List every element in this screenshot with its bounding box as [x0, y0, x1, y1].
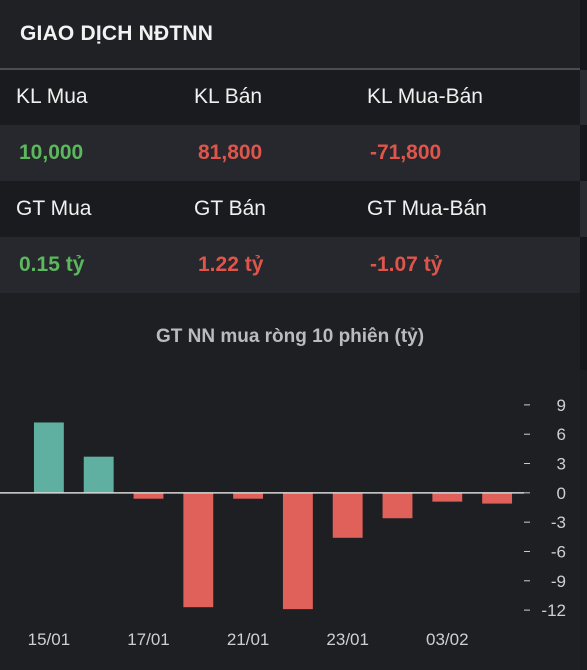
- net-buy-bar-chart: 9 6 3 0 -3 -6 -9 -12 15/01 17/01 21/01 23/01 03/02: [0, 396, 566, 649]
- bar-4: [183, 492, 214, 608]
- value-sell-label: GT Bán: [194, 197, 266, 220]
- y-tick-label: -12: [541, 601, 566, 620]
- panel-title: GIAO DỊCH NĐTNN: [20, 22, 214, 45]
- volume-values-row: 10,000 81,800 -71,800: [0, 125, 580, 181]
- value-net-value: -1.07 tỷ: [370, 253, 443, 276]
- bar-1: [33, 422, 64, 493]
- bar-7: [332, 492, 363, 538]
- value-buy-value: 0.15 tỷ: [19, 253, 85, 276]
- y-tick-label: -6: [551, 542, 566, 561]
- volume-buy-label: KL Mua: [16, 85, 88, 108]
- panel-header: GIAO DỊCH NĐTNN: [0, 0, 580, 68]
- bar-2: [83, 456, 114, 493]
- bar-5: [233, 492, 264, 499]
- value-values-row: 0.15 tỷ 1.22 tỷ -1.07 tỷ: [0, 237, 580, 293]
- x-tick-label: 23/01: [326, 630, 369, 649]
- value-buy-label: GT Mua: [16, 197, 92, 220]
- y-axis-ticks: 9 6 3 0 -3 -6 -9 -12: [524, 396, 566, 620]
- bar-10: [482, 492, 513, 504]
- volume-buy-value: 10,000: [19, 141, 84, 164]
- x-tick-label: 21/01: [227, 630, 270, 649]
- adjacent-panel-edge: [580, 0, 587, 670]
- volume-sell-label: KL Bán: [194, 85, 263, 108]
- volume-sell-value: 81,800: [198, 141, 263, 164]
- value-sell-value: 1.22 tỷ: [198, 253, 264, 276]
- header-divider: [0, 68, 580, 70]
- y-tick-label: 0: [557, 484, 566, 503]
- y-tick-label: -9: [551, 572, 566, 591]
- bar-6: [282, 492, 313, 610]
- chart-title: GT NN mua ròng 10 phiên (tỷ): [155, 326, 425, 347]
- bar-3: [133, 492, 164, 499]
- value-labels-row: GT Mua GT Bán GT Mua-Bán: [0, 181, 580, 237]
- y-tick-label: 3: [557, 455, 566, 474]
- volume-net-label: KL Mua-Bán: [367, 85, 483, 108]
- volume-net-value: -71,800: [370, 141, 442, 164]
- x-tick-label: 15/01: [28, 630, 71, 649]
- x-axis-ticks: 15/01 17/01 21/01 23/01 03/02: [28, 630, 469, 649]
- value-net-label: GT Mua-Bán: [367, 197, 487, 220]
- y-tick-label: 9: [557, 396, 566, 415]
- x-tick-label: 03/02: [426, 630, 469, 649]
- y-tick-label: -3: [551, 513, 566, 532]
- volume-labels-row: KL Mua KL Bán KL Mua-Bán: [0, 70, 580, 125]
- bars-layer: [33, 422, 513, 610]
- bar-9: [432, 492, 463, 502]
- bar-8: [382, 492, 413, 519]
- y-tick-label: 6: [557, 425, 566, 444]
- x-tick-label: 17/01: [127, 630, 170, 649]
